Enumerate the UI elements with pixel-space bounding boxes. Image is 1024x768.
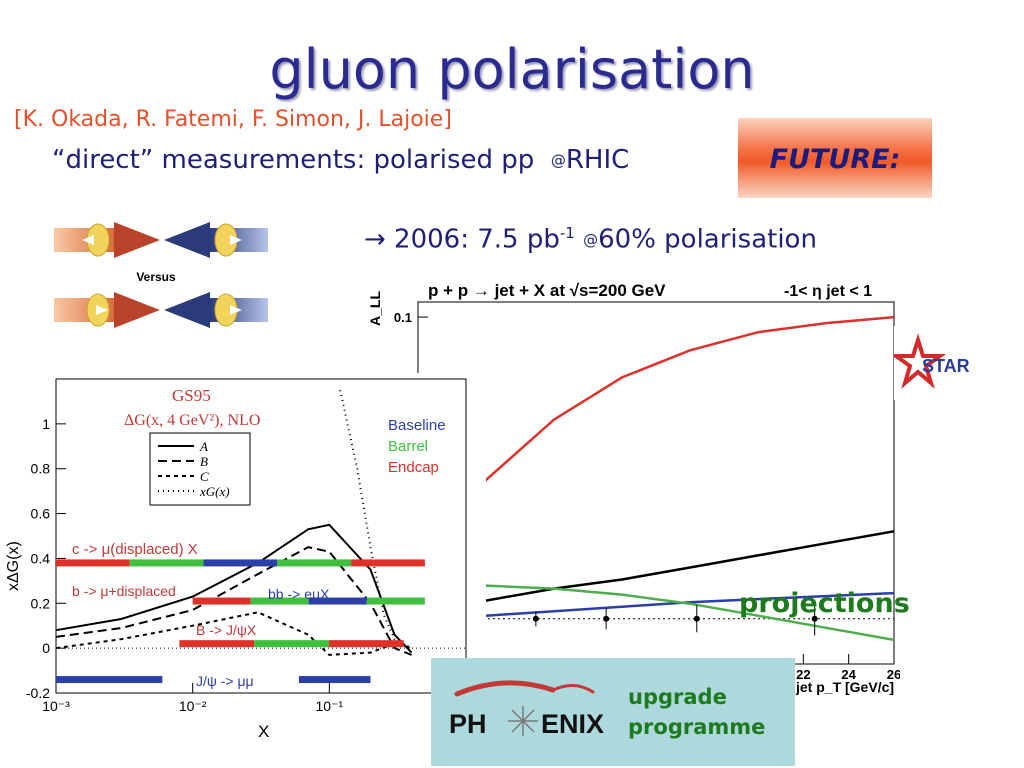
beam-pair-1 bbox=[54, 222, 268, 258]
channel-bar-segment bbox=[56, 676, 163, 684]
channel-bar-segment bbox=[308, 597, 367, 605]
channel-bar-segment bbox=[328, 640, 404, 648]
all-y-axis-label: A_LL bbox=[367, 291, 383, 326]
gluon-distribution-chart: xΔG(x) X GS95 ΔG(x, 4 GeV²), NLO 1 0.8 0.6… bbox=[0, 373, 486, 768]
channel-bar-segment bbox=[250, 597, 309, 605]
future-banner: FUTURE: bbox=[738, 118, 932, 198]
channel-bar-segment bbox=[254, 640, 329, 648]
gs95-line-legend: A B C xG(x) bbox=[149, 432, 251, 506]
gs95-y-tick-label: 0.6 bbox=[31, 506, 51, 522]
legend-entry-c: C bbox=[200, 469, 209, 484]
all-series-line-1 bbox=[417, 530, 895, 611]
all-data-point bbox=[693, 615, 700, 622]
gs95-y-tick-label: 1 bbox=[42, 416, 50, 432]
gs95-curve-1 bbox=[55, 546, 412, 656]
all-x-tick-label: 26 bbox=[887, 667, 900, 682]
gs95-plot-frame bbox=[55, 378, 467, 694]
gs95-y-tick-label: 0.4 bbox=[31, 550, 51, 566]
at-symbol: @ bbox=[550, 151, 566, 170]
versus-label: Versus bbox=[136, 270, 176, 284]
gs95-x-tick-label: 10⁻² bbox=[179, 698, 207, 714]
legend-entry-b: B bbox=[200, 454, 208, 469]
channel-jpsi-label: J/ψ -> μμ bbox=[196, 673, 254, 689]
channel-c-label: c -> μ(displaced) X bbox=[72, 541, 198, 558]
authors-line: [K. Okada, R. Fatemi, F. Simon, J. Lajoi… bbox=[14, 107, 452, 132]
phenix-starburst-icon bbox=[508, 706, 538, 736]
lumi-exponent: -1 bbox=[559, 224, 575, 242]
all-chart-title: p + p → jet + X at √s=200 GeV bbox=[428, 281, 666, 300]
phenix-upgrade-box: PH ENIX upgrade programme bbox=[431, 658, 795, 766]
beam-helicity-illustration: Versus bbox=[54, 222, 268, 328]
all-series-line-0 bbox=[417, 315, 895, 560]
channel-bar-segment bbox=[192, 597, 251, 605]
all-series-line-2 bbox=[417, 591, 895, 621]
gs95-y-tick-label: 0 bbox=[42, 640, 50, 656]
all-data-point bbox=[811, 615, 818, 622]
gs95-y-axis-label: xΔG(x) bbox=[5, 541, 22, 591]
future-label: FUTURE: bbox=[769, 144, 901, 175]
legend-entry-xg: xG(x) bbox=[199, 484, 230, 499]
gs95-y-tick-label: 0.2 bbox=[31, 595, 51, 611]
luminosity-line: → 2006: 7.5 pb-1 @60% polarisation bbox=[364, 224, 817, 255]
all-data-point bbox=[603, 615, 610, 622]
lumi-prefix: → 2006: 7.5 pb bbox=[364, 224, 560, 255]
channel-bar-segment bbox=[203, 559, 278, 567]
beam-pair-2 bbox=[54, 292, 268, 328]
channel-b-label: b -> μ+displaced bbox=[72, 583, 176, 599]
gs95-plot-area: 1 0.8 0.6 0.4 0.2 0 -0.210⁻³ 10⁻² 10⁻¹ bbox=[26, 378, 467, 714]
all-x-tick-label: 24 bbox=[841, 667, 856, 682]
upgrade-line-1: upgrade bbox=[628, 685, 727, 709]
all-x-tick-label: 22 bbox=[796, 667, 810, 682]
legend-entry-a: A bbox=[199, 439, 208, 454]
legend-barrel: Barrel bbox=[388, 438, 428, 455]
star-logo: STAR bbox=[894, 326, 994, 400]
gs95-subtitle: ΔG(x, 4 GeV²), NLO bbox=[124, 412, 260, 429]
page-title: gluon polarisation bbox=[269, 38, 755, 101]
channel-bjpsi-label: B -> J/ψX bbox=[196, 622, 257, 638]
all-x-axis-label: jet p_T [GeV/c] bbox=[795, 679, 894, 695]
phenix-ph: PH bbox=[449, 709, 487, 739]
gs95-y-tick-label: 0.8 bbox=[31, 461, 51, 477]
direct-measurements-line: “direct” measurements: polarised pp @RHI… bbox=[52, 145, 629, 175]
channel-bar-segment bbox=[351, 559, 425, 567]
gs95-curve-0 bbox=[55, 523, 413, 654]
legend-baseline: Baseline bbox=[388, 417, 446, 434]
gs95-y-tick-label: -0.2 bbox=[26, 685, 50, 701]
phenix-enix: ENIX bbox=[541, 709, 604, 739]
upgrade-line-2: programme bbox=[628, 715, 766, 739]
detector-legend: Baseline Barrel Endcap bbox=[388, 417, 446, 476]
channel-bar-segment bbox=[56, 559, 130, 567]
star-logo-text: STAR bbox=[922, 356, 970, 376]
upgrade-programme-text: upgrade programme bbox=[628, 682, 765, 742]
gs95-title: GS95 bbox=[172, 386, 211, 405]
lumi-polarisation: 60% polarisation bbox=[598, 224, 817, 255]
all-chart-eta-range: -1< η jet < 1 bbox=[784, 283, 872, 300]
all-y-tick-label: 0.1 bbox=[394, 310, 412, 325]
phenix-logo: PH ENIX bbox=[449, 680, 604, 739]
gs95-x-tick-label: 10⁻³ bbox=[42, 698, 70, 714]
channel-bb-label: bb -> eμX bbox=[268, 586, 330, 602]
lumi-at-symbol: @ bbox=[583, 231, 599, 250]
channel-bar-segment bbox=[179, 640, 255, 648]
legend-endcap: Endcap bbox=[388, 459, 439, 476]
direct-text: “direct” measurements: polarised pp bbox=[52, 145, 535, 175]
all-data-point bbox=[532, 615, 539, 622]
channel-bar-segment bbox=[366, 597, 425, 605]
projections-label: projections bbox=[739, 588, 910, 619]
channel-bar-segment bbox=[299, 676, 371, 684]
gs95-x-tick-label: 10⁻¹ bbox=[316, 698, 344, 714]
channel-bar-segment bbox=[129, 559, 204, 567]
gs95-x-axis-label: X bbox=[258, 722, 269, 741]
rhic-text: RHIC bbox=[565, 145, 630, 175]
channel-bar-segment bbox=[277, 559, 352, 567]
